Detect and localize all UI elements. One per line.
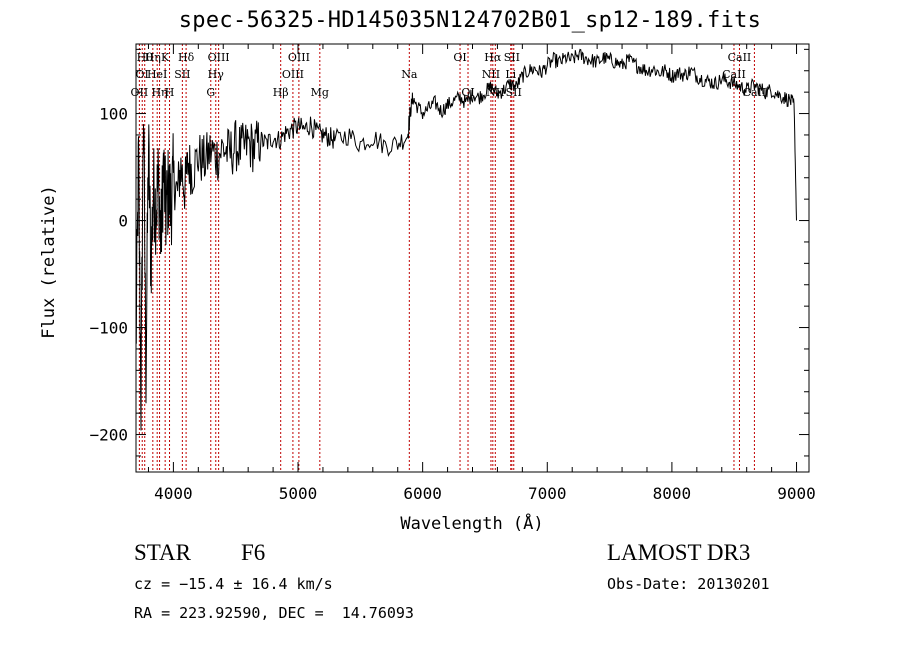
spectral-line-label: SII (174, 68, 190, 81)
spectral-line-label: CaII (722, 68, 746, 81)
spectral-line-label: Hα (484, 51, 502, 64)
x-tick-label: 5000 (279, 484, 318, 503)
spectral-line-label: OIII (288, 51, 310, 64)
y-tick-label: −100 (89, 319, 128, 338)
tick-layer: 4000 5000 6000 7000 8000 9000 −200 −100 0 100 (89, 44, 816, 503)
x-axis-label: Wavelength (Å) (400, 512, 543, 534)
series-layer (135, 48, 797, 431)
flux-series-line (135, 48, 797, 431)
spectral-line-label: SII (504, 51, 520, 64)
spectral-line-label: OI (461, 86, 474, 99)
survey-name: LAMOST DR3 (607, 540, 751, 565)
spectral-line-label: G (206, 86, 215, 99)
plot-frame (135, 43, 810, 473)
spectral-line-label: Hη (151, 86, 167, 99)
spectral-line-label: Li (505, 68, 516, 81)
spectral-line-label: OII (131, 86, 149, 99)
spectral-line-label: Hβ (273, 86, 289, 99)
spectral-line-label: Hδ (178, 51, 195, 64)
spectral-line-label: Na (401, 68, 418, 81)
redshift-readout: cz = −15.4 ± 16.4 km/s (134, 575, 333, 593)
observation-date: Obs-Date: 20130201 (607, 575, 770, 593)
spectral-line-label: Hγ (208, 68, 225, 81)
y-axis-label: Flux (relative) (39, 185, 59, 339)
x-tick-label: 9000 (777, 484, 816, 503)
y-tick-label: −200 (89, 426, 128, 445)
spectral-line-label: Mg (311, 86, 329, 99)
coordinates-readout: RA = 223.92590, DEC = 14.76093 (134, 604, 414, 622)
x-tick-label: 7000 (528, 484, 567, 503)
spectral-line-label: OI (453, 51, 466, 64)
spectral-line-label: CaII (728, 51, 752, 64)
spectral-line-label: OIII (208, 51, 230, 64)
line-label-layer: OIIOIHθHηHeIHηKHSIIHδGHγOIIIHβOIIIOIIIMg… (131, 51, 767, 99)
object-class: STAR (134, 540, 191, 565)
spectral-line-label: SII (506, 86, 522, 99)
x-tick-label: 4000 (154, 484, 193, 503)
y-tick-label: 100 (99, 105, 128, 124)
line-markers (138, 44, 755, 472)
x-tick-label: 8000 (653, 484, 692, 503)
spectral-line-label: Hθ (137, 51, 154, 64)
chart-title: spec-56325-HD145035N124702B01_sp12-189.f… (178, 8, 762, 33)
spectral-subclass: F6 (241, 540, 266, 565)
spectral-line-label: OIII (282, 68, 304, 81)
spectral-line-label: NII (482, 68, 500, 81)
spectral-line-label: K (161, 51, 170, 64)
spectral-line-label: OI (136, 68, 149, 81)
x-tick-label: 6000 (403, 484, 442, 503)
y-tick-label: 0 (118, 212, 128, 231)
spectral-line-label: CaII (743, 86, 767, 99)
spectral-line-label: NII (486, 86, 504, 99)
spectral-line-label: H (165, 86, 175, 99)
spectral-line-label: Hη (145, 51, 161, 64)
spectral-line-label: HeI (147, 68, 167, 81)
